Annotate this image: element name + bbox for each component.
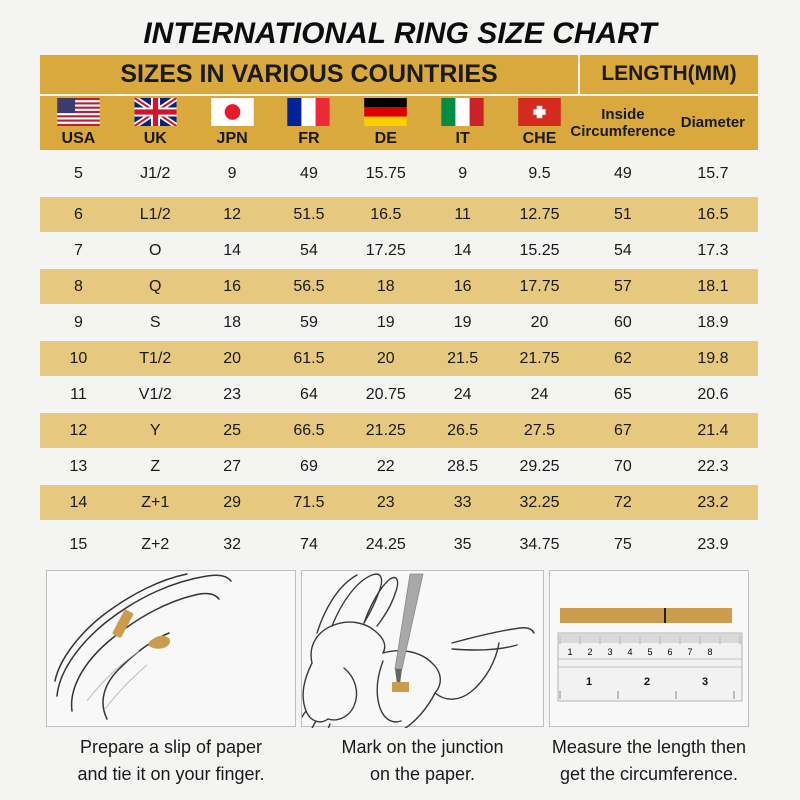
svg-text:2: 2 [644,676,650,688]
svg-text:3: 3 [607,647,612,657]
svg-text:6: 6 [667,647,672,657]
svg-text:2: 2 [587,647,592,657]
svg-text:8: 8 [707,647,712,657]
svg-text:4: 4 [627,647,632,657]
svg-text:7: 7 [687,647,692,657]
svg-text:1: 1 [586,676,592,688]
svg-text:5: 5 [647,647,652,657]
svg-text:3: 3 [702,676,708,688]
svg-text:1: 1 [567,647,572,657]
